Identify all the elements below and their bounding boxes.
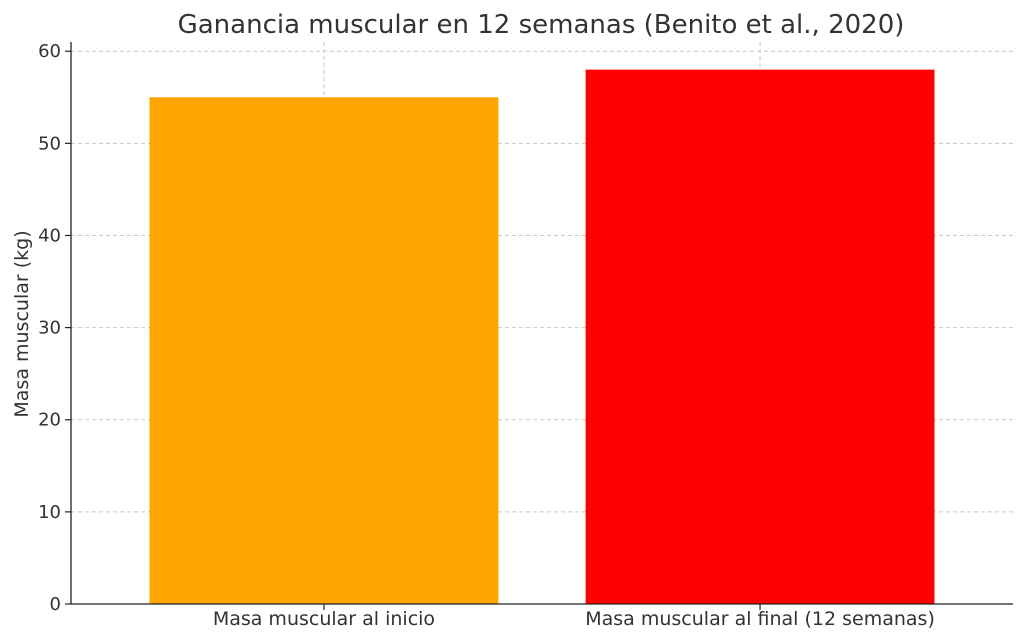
bar: [585, 69, 935, 604]
labels-layer: 0 10 20 30 40 50 60 Masa muscular al inicio Masa…: [38, 41, 935, 630]
y-tick-label: 60: [38, 41, 61, 62]
bars-layer: [149, 69, 935, 604]
y-tick-label: 30: [38, 318, 61, 339]
y-axis-title: Masa muscular (kg): [11, 230, 33, 417]
x-tick-label: Masa muscular al final (12 semanas): [585, 608, 935, 630]
bar: [149, 97, 499, 604]
y-tick-label: 40: [38, 225, 61, 246]
x-tick-label: Masa muscular al inicio: [213, 608, 435, 630]
y-tick-label: 0: [50, 594, 61, 615]
axes-layer: [65, 42, 1013, 610]
y-tick-label: 20: [38, 410, 61, 431]
y-tick-label: 50: [38, 133, 61, 154]
chart-title: Ganancia muscular en 12 semanas (Benito …: [178, 10, 905, 40]
y-tick-label: 10: [38, 502, 61, 523]
